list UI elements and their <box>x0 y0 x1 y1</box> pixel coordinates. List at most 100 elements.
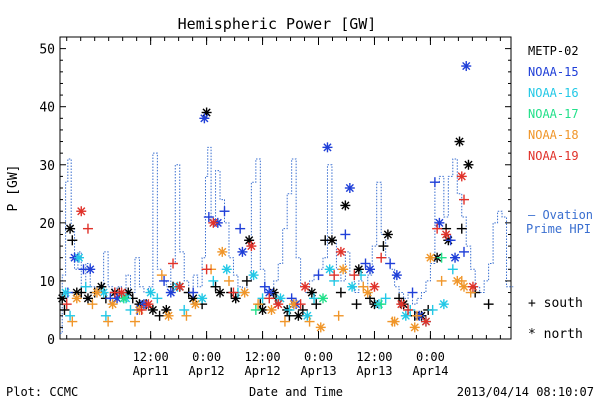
noaa-18-north-point <box>163 310 174 321</box>
noaa-18-north-point <box>239 287 250 298</box>
legend-entry: NOAA-18 <box>528 128 579 142</box>
marker-key: + south * north <box>528 296 583 342</box>
noaa-15-south-point <box>445 235 456 246</box>
noaa-15-north-point <box>391 270 402 281</box>
x-tick-label-date: Apr13 <box>300 364 336 378</box>
legend-entry: NOAA-17 <box>528 107 579 121</box>
metp-02-south-point <box>378 241 389 252</box>
noaa-18-south-point <box>358 281 369 292</box>
plot-timestamp: 2013/04/14 08:10:07 <box>457 385 594 399</box>
noaa-19-north-point <box>369 281 380 292</box>
noaa-18-north-point <box>362 287 373 298</box>
metp-02-north-point <box>463 159 474 170</box>
x-tick-label-date: Apr12 <box>244 364 280 378</box>
noaa-15-south-point <box>407 287 418 298</box>
metp-02-north-point <box>353 264 364 275</box>
x-tick-label-time: 0:00 <box>304 350 333 364</box>
metp-02-north-point <box>326 235 337 246</box>
axes: 0102030405012:00Apr110:00Apr1212:00Apr12… <box>39 36 511 378</box>
noaa-19-north-point <box>420 316 431 327</box>
y-axis-label: P [GW] <box>6 165 21 212</box>
metp-02-south-point <box>154 310 165 321</box>
x-tick-label-time: 12:00 <box>133 350 169 364</box>
noaa-19-north-point <box>174 281 185 292</box>
x-tick-label-time: 12:00 <box>244 350 280 364</box>
noaa-15-south-point <box>219 206 230 217</box>
noaa-16-north-point <box>74 252 85 263</box>
noaa-18-north-point <box>217 246 228 257</box>
noaa-17-south-point <box>376 299 387 310</box>
ovation-legend-label: — Ovation <box>528 208 593 222</box>
noaa-19-south-point <box>168 258 179 269</box>
noaa-19-north-point <box>273 299 284 310</box>
noaa-16-south-point <box>80 281 91 292</box>
noaa-18-north-point <box>71 293 82 304</box>
satellite-markers <box>57 61 494 333</box>
noaa-18-north-point <box>266 304 277 315</box>
noaa-15-north-point <box>237 246 248 257</box>
noaa-15-north-point <box>450 252 461 263</box>
noaa-15-south-point <box>385 258 396 269</box>
noaa-18-south-point <box>181 310 192 321</box>
noaa-18-south-point <box>87 299 98 310</box>
noaa-18-south-point <box>436 275 447 286</box>
x-axis-label: Date and Time <box>249 385 343 399</box>
noaa-15-north-point <box>461 61 472 72</box>
noaa-16-north-point <box>145 287 156 298</box>
noaa-19-south-point <box>403 304 414 315</box>
legend: METP-02 NOAA-15 NOAA-16 NOAA-17 NOAA-18 NOAA-… <box>526 44 593 236</box>
ovation-hpi-line <box>60 146 514 334</box>
metp-02-south-point <box>335 287 346 298</box>
noaa-19-north-point <box>456 171 467 182</box>
noaa-16-south-point <box>208 275 219 286</box>
noaa-18-south-point <box>129 316 140 327</box>
noaa-16-north-point <box>400 310 411 321</box>
noaa-19-north-point <box>76 206 87 217</box>
noaa-19-south-point <box>201 264 212 275</box>
noaa-17-north-point <box>317 293 328 304</box>
noaa-15-north-point <box>364 264 375 275</box>
legend-entry: METP-02 <box>528 44 579 58</box>
noaa-19-north-point <box>246 241 257 252</box>
noaa-15-south-point <box>429 177 440 188</box>
metp-02-north-point <box>147 304 158 315</box>
noaa-19-south-point <box>349 270 360 281</box>
metp-02-south-point <box>456 223 467 234</box>
noaa-19-south-point <box>295 299 306 310</box>
noaa-16-south-point <box>152 293 163 304</box>
noaa-19-north-point <box>335 246 346 257</box>
noaa-17-south-point <box>436 252 447 263</box>
metp-02-north-point <box>454 136 465 147</box>
legend-entry: NOAA-16 <box>528 86 579 100</box>
noaa-16-south-point <box>65 310 76 321</box>
noaa-16-north-point <box>438 299 449 310</box>
y-tick-label: 50 <box>39 43 55 58</box>
noaa-16-south-point <box>427 304 438 315</box>
noaa-15-north-point <box>199 113 210 124</box>
noaa-16-north-point <box>248 270 259 281</box>
noaa-19-north-point <box>396 299 407 310</box>
marker-key-entry: + south <box>528 296 583 311</box>
noaa-19-north-point <box>467 281 478 292</box>
metp-02-north-point <box>382 229 393 240</box>
noaa-16-north-point <box>347 281 358 292</box>
y-tick-label: 40 <box>39 101 55 116</box>
ovation-step-line <box>60 146 514 334</box>
noaa-18-south-point <box>253 299 264 310</box>
noaa-19-south-point <box>61 299 72 310</box>
noaa-15-north-point <box>85 264 96 275</box>
metp-02-south-point <box>351 299 362 310</box>
x-tick-label-time: 0:00 <box>416 350 445 364</box>
noaa-16-south-point <box>309 293 320 304</box>
noaa-16-north-point <box>197 293 208 304</box>
noaa-18-south-point <box>156 270 167 281</box>
noaa-16-south-point <box>100 310 111 321</box>
metp-02-north-point <box>230 293 241 304</box>
noaa-18-north-point <box>338 264 349 275</box>
noaa-18-south-point <box>103 316 114 327</box>
noaa-15-south-point <box>313 270 324 281</box>
noaa-18-south-point <box>67 316 78 327</box>
noaa-18-north-point <box>458 281 469 292</box>
metp-02-south-point <box>483 299 494 310</box>
